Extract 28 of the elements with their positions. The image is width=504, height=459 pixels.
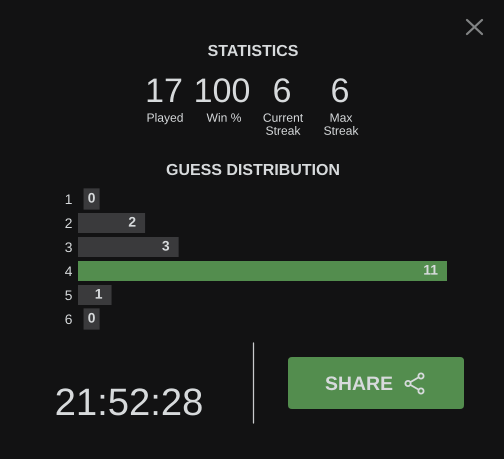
data-label: 3 — [162, 240, 170, 251]
text: 17 — [148, 78, 182, 102]
text: SHARE — [326, 376, 392, 390]
y-tick-label: 4 — [65, 266, 72, 276]
bar — [78, 213, 146, 233]
text: Played — [148, 113, 183, 124]
y-tick-label: 1 — [66, 194, 72, 204]
text: Win % — [206, 113, 242, 122]
bar — [78, 285, 112, 305]
y-tick-label: 3 — [65, 242, 72, 252]
data-label: 11 — [424, 265, 438, 275]
y-tick-label: 5 — [65, 290, 72, 300]
y-tick-label: 6 — [65, 314, 72, 324]
text: STATISTICS — [208, 44, 298, 56]
text: 6 — [332, 78, 348, 102]
data-label: 2 — [128, 216, 136, 227]
data-label: 0 — [88, 192, 95, 203]
chart-title: GUESS DISTRIBUTION — [166, 164, 339, 176]
data-label: 0 — [88, 312, 95, 323]
text: 100 — [196, 78, 250, 102]
text: Max Streak — [324, 113, 358, 135]
data-label: 1 — [96, 289, 102, 299]
bar — [78, 261, 447, 281]
text: 21:52:28 — [56, 388, 202, 416]
bar — [78, 237, 179, 257]
y-tick-label: 2 — [65, 218, 72, 228]
text: 6 — [274, 78, 290, 102]
text: Current Streak — [263, 113, 304, 135]
